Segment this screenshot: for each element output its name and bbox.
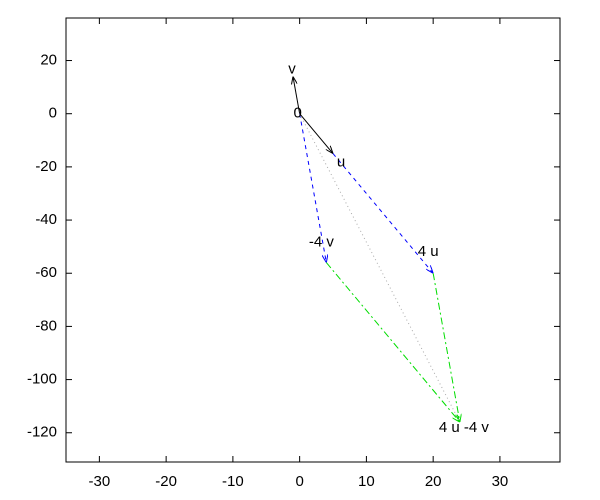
y-tick-label: 20 [40,52,57,69]
y-tick-label: 0 [49,105,57,122]
y-tick-label: -40 [35,211,57,228]
vector-segment [299,113,333,154]
vector-label: 4 u [418,243,439,260]
vector-segment [293,76,301,114]
x-tick-label: -30 [89,473,111,490]
vector-label: u [337,154,345,171]
x-tick-label: 10 [358,473,375,490]
y-tick-label: -120 [27,424,57,441]
vector-segment [325,262,460,423]
vector-label: 0 [293,105,301,122]
vector-segment [432,273,460,422]
plot-frame [65,17,561,463]
vector-segment [332,153,433,274]
y-tick-label: -20 [35,158,57,175]
x-tick-label: 0 [295,473,303,490]
vector-segment [299,113,327,263]
y-tick-label: -60 [35,264,57,281]
y-tick-label: -80 [35,317,57,334]
x-tick-label: 20 [425,473,442,490]
x-tick-label: 30 [492,473,509,490]
y-tick-label: -100 [27,371,57,388]
vector-segment [299,113,461,423]
vector-label: 4 u -4 v [439,419,490,436]
x-tick-label: -10 [222,473,244,490]
vector-label: v [288,60,296,77]
vector-label: -4 v [309,234,335,251]
x-tick-label: -20 [155,473,177,490]
